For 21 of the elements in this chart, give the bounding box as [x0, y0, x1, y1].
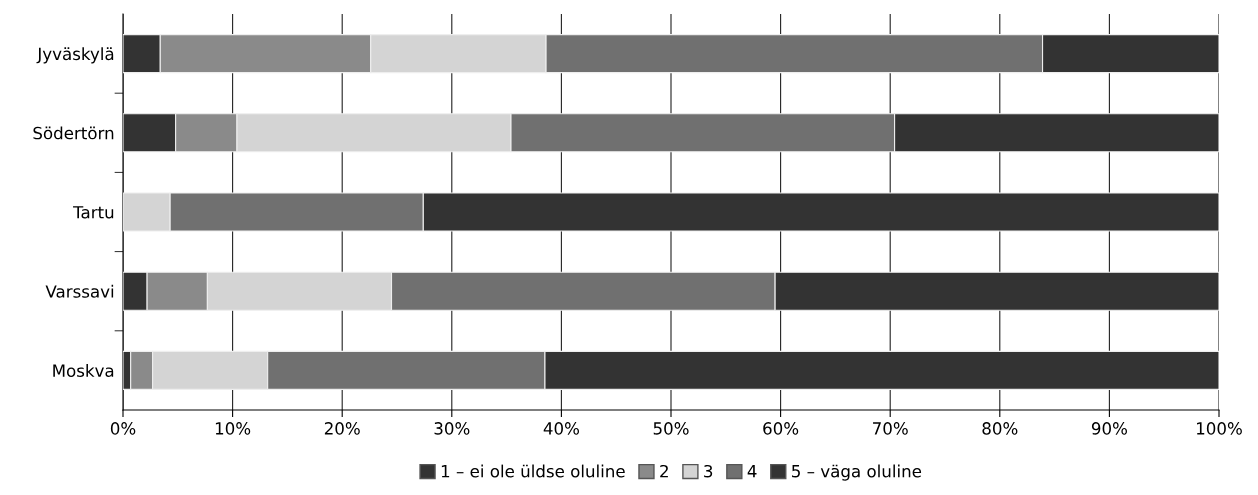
y-tick-label: Södertörn: [33, 126, 114, 140]
x-tick-label: 60%: [763, 422, 799, 435]
y-tick-label: Varssavi: [45, 284, 114, 298]
x-tick-label: 40%: [543, 422, 579, 435]
y-tick-label: Moskva: [53, 364, 114, 377]
x-tick-label: 70%: [873, 422, 908, 435]
x-tick-label: 90%: [1091, 422, 1127, 435]
x-tick-label: 20%: [324, 422, 360, 435]
x-tick-label: 0%: [110, 422, 136, 435]
x-tick-label: 100%: [1197, 422, 1242, 435]
x-tick-label: 50%: [653, 422, 689, 435]
legend-label: 3: [704, 464, 713, 478]
x-tick-label: 10%: [215, 422, 251, 435]
legend-label: 2: [660, 464, 668, 478]
x-tick-label: 80%: [982, 422, 1018, 435]
x-tick-label: 30%: [434, 422, 470, 435]
y-tick-label: Tartu: [73, 206, 114, 219]
legend-label: 4: [747, 465, 757, 478]
legend-label: 1 – ei ole üldse oluline: [441, 464, 625, 478]
y-tick-label: Jyväskylä: [36, 47, 114, 64]
legend-label: 5 – väga oluline: [792, 464, 922, 481]
